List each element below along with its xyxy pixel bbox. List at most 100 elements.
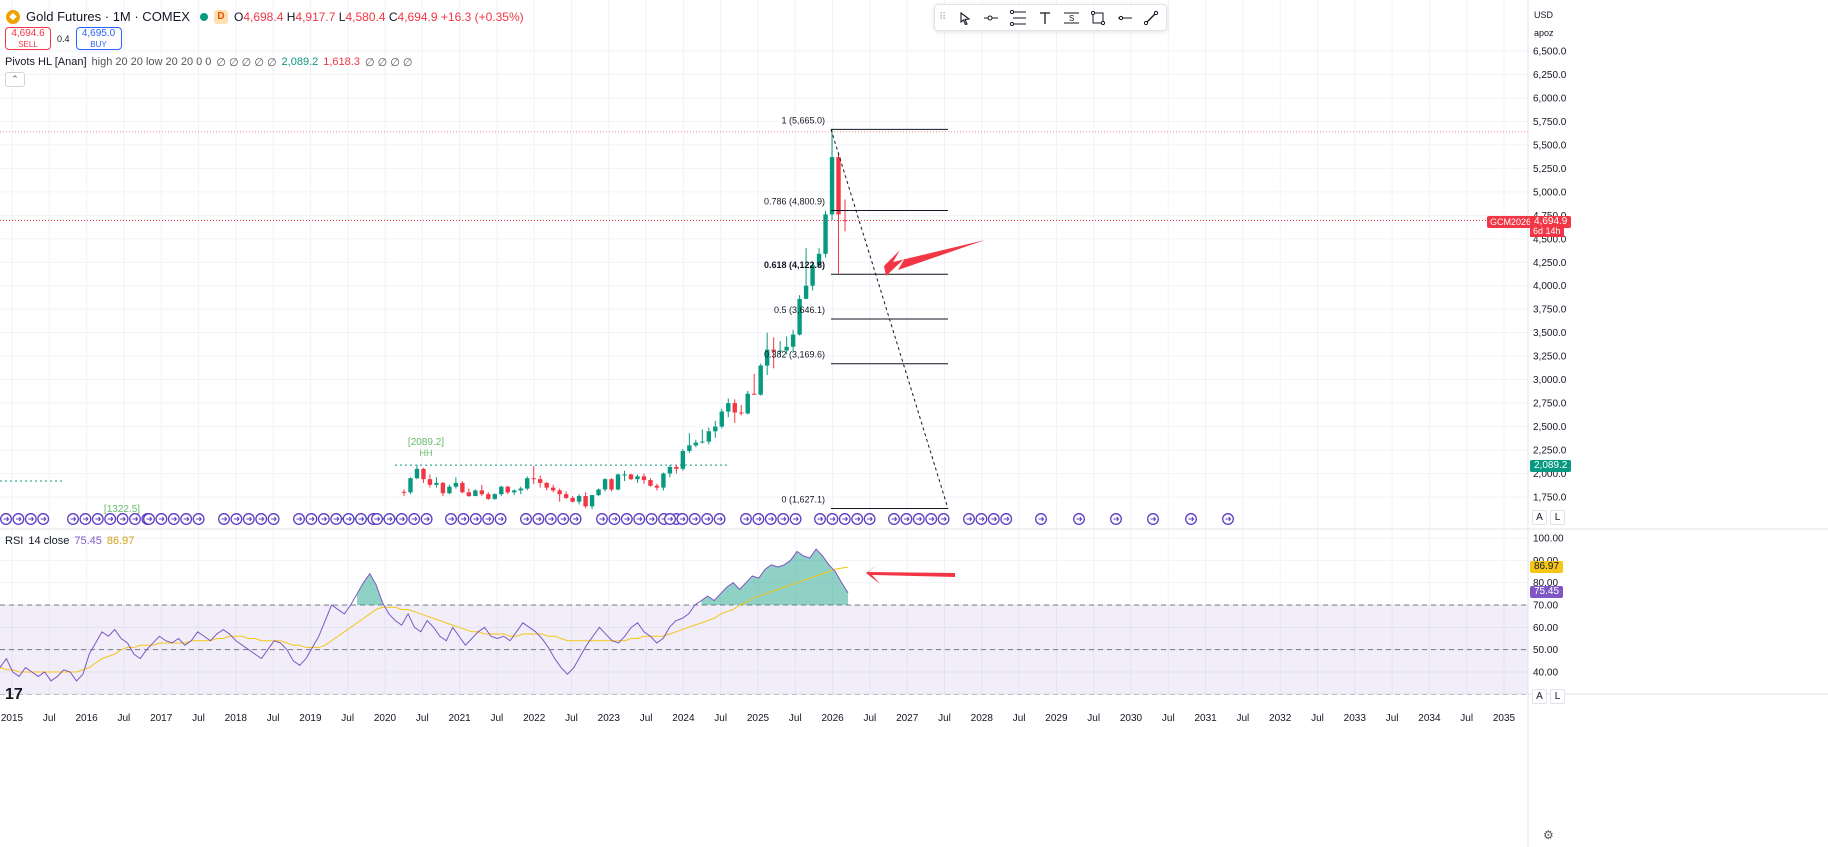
event-icon[interactable] <box>1073 513 1085 525</box>
event-icon[interactable] <box>863 513 876 525</box>
event-icon[interactable] <box>532 513 545 525</box>
scale-mode-selector[interactable]: apoz <box>1534 28 1554 38</box>
event-icon[interactable] <box>789 513 802 525</box>
event-icon[interactable] <box>494 513 507 525</box>
rectangle-icon[interactable] <box>1087 7 1109 29</box>
event-icon[interactable] <box>838 513 851 525</box>
event-icon[interactable] <box>482 513 495 525</box>
event-icon[interactable] <box>1185 513 1197 525</box>
cursor-icon[interactable] <box>954 7 976 29</box>
horizontal-line-icon[interactable] <box>1114 7 1136 29</box>
event-icon[interactable] <box>752 513 765 525</box>
event-icon[interactable] <box>888 513 900 525</box>
event-icon[interactable] <box>1110 513 1122 525</box>
symbol-legend[interactable]: ◆ Gold Futures · 1M · COMEX D O4,698.4 H… <box>6 9 524 24</box>
event-icon[interactable] <box>701 513 714 525</box>
event-icon[interactable] <box>900 513 913 525</box>
event-icon[interactable] <box>155 513 168 525</box>
event-icon[interactable] <box>633 513 646 525</box>
event-icon[interactable] <box>192 513 205 525</box>
event-icon[interactable] <box>420 513 433 525</box>
event-icon[interactable] <box>814 513 826 525</box>
event-icon[interactable] <box>937 513 950 525</box>
event-icon[interactable] <box>180 513 193 525</box>
event-icon[interactable] <box>645 513 658 525</box>
event-icon[interactable] <box>255 513 268 525</box>
event-icon[interactable] <box>395 513 408 525</box>
event-icon[interactable] <box>987 513 1000 525</box>
text-icon[interactable] <box>1034 7 1056 29</box>
horizontal-ray-icon[interactable] <box>980 7 1002 29</box>
auto-scale-button[interactable]: A <box>1532 510 1547 525</box>
event-icon[interactable] <box>167 513 180 525</box>
event-icon[interactable] <box>408 513 421 525</box>
event-icon[interactable] <box>925 513 938 525</box>
event-icon[interactable] <box>544 513 557 525</box>
event-icon[interactable] <box>557 513 570 525</box>
fib-settings-icon[interactable]: S <box>1060 7 1082 29</box>
event-icon[interactable] <box>445 513 457 525</box>
event-icon[interactable] <box>777 513 790 525</box>
event-icon[interactable] <box>1035 513 1047 525</box>
event-icon[interactable] <box>688 513 701 525</box>
tradingview-logo[interactable]: 17 <box>5 686 23 703</box>
event-icon[interactable] <box>330 513 343 525</box>
drag-handle-icon[interactable]: ⠿ <box>939 12 947 23</box>
buy-button[interactable]: 4,695.0 BUY <box>75 27 122 50</box>
event-icon[interactable] <box>371 513 383 525</box>
rsi-auto-scale-button[interactable]: A <box>1532 689 1547 704</box>
event-icon[interactable] <box>520 513 532 525</box>
event-icon[interactable] <box>0 513 12 525</box>
event-icon[interactable] <box>129 513 141 525</box>
event-icon[interactable] <box>383 513 396 525</box>
brush-icon[interactable] <box>1140 7 1162 29</box>
event-icon[interactable] <box>230 513 243 525</box>
event-icon[interactable] <box>569 513 582 525</box>
event-icon[interactable] <box>912 513 925 525</box>
event-icon[interactable] <box>664 513 676 525</box>
event-icon[interactable] <box>104 513 117 525</box>
event-icon[interactable] <box>676 513 689 525</box>
event-icon[interactable] <box>1222 513 1234 525</box>
sell-button[interactable]: 4,694.6 SELL <box>5 27 51 50</box>
event-icon[interactable] <box>218 513 230 525</box>
event-icon[interactable] <box>975 513 988 525</box>
event-icon[interactable] <box>608 513 621 525</box>
event-icon[interactable] <box>242 513 255 525</box>
event-icon[interactable] <box>67 513 79 525</box>
event-icon[interactable] <box>91 513 104 525</box>
event-icon[interactable] <box>143 513 155 525</box>
rsi-legend[interactable]: RSI 14 close 75.45 86.97 <box>5 535 134 547</box>
symbol-title[interactable]: Gold Futures · 1M · COMEX <box>26 9 190 24</box>
event-icon[interactable] <box>469 513 482 525</box>
event-icon[interactable] <box>116 513 129 525</box>
event-icon[interactable] <box>851 513 864 525</box>
pivots-legend[interactable]: Pivots HL [Anan] high 20 20 low 20 20 0 … <box>5 56 412 69</box>
event-icon[interactable] <box>24 513 37 525</box>
event-icon[interactable] <box>37 513 50 525</box>
settings-gear-icon[interactable]: ⚙ <box>1543 828 1554 842</box>
event-icon[interactable] <box>620 513 633 525</box>
event-icon[interactable] <box>963 513 975 525</box>
event-icon[interactable] <box>826 513 839 525</box>
fib-retracement-icon[interactable] <box>1007 7 1029 29</box>
currency-selector[interactable]: USD <box>1534 10 1554 20</box>
event-icon[interactable] <box>305 513 318 525</box>
event-icon[interactable] <box>355 513 367 525</box>
rsi-log-scale-button[interactable]: L <box>1550 689 1565 704</box>
event-icon[interactable] <box>1000 513 1013 525</box>
log-scale-button[interactable]: L <box>1550 510 1565 525</box>
event-icon[interactable] <box>293 513 305 525</box>
event-icon[interactable] <box>596 513 608 525</box>
event-icon[interactable] <box>342 513 355 525</box>
event-icon[interactable] <box>79 513 92 525</box>
event-icon[interactable] <box>317 513 330 525</box>
event-icon[interactable] <box>267 513 280 525</box>
event-icon[interactable] <box>1147 513 1159 525</box>
event-icon[interactable] <box>12 513 25 525</box>
event-icon[interactable] <box>764 513 777 525</box>
event-icon[interactable] <box>457 513 470 525</box>
event-icon[interactable] <box>713 513 726 525</box>
collapse-legend-button[interactable]: ⌃ <box>5 72 25 87</box>
